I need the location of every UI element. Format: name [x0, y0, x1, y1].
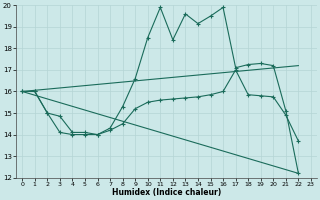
X-axis label: Humidex (Indice chaleur): Humidex (Indice chaleur) [112, 188, 221, 197]
